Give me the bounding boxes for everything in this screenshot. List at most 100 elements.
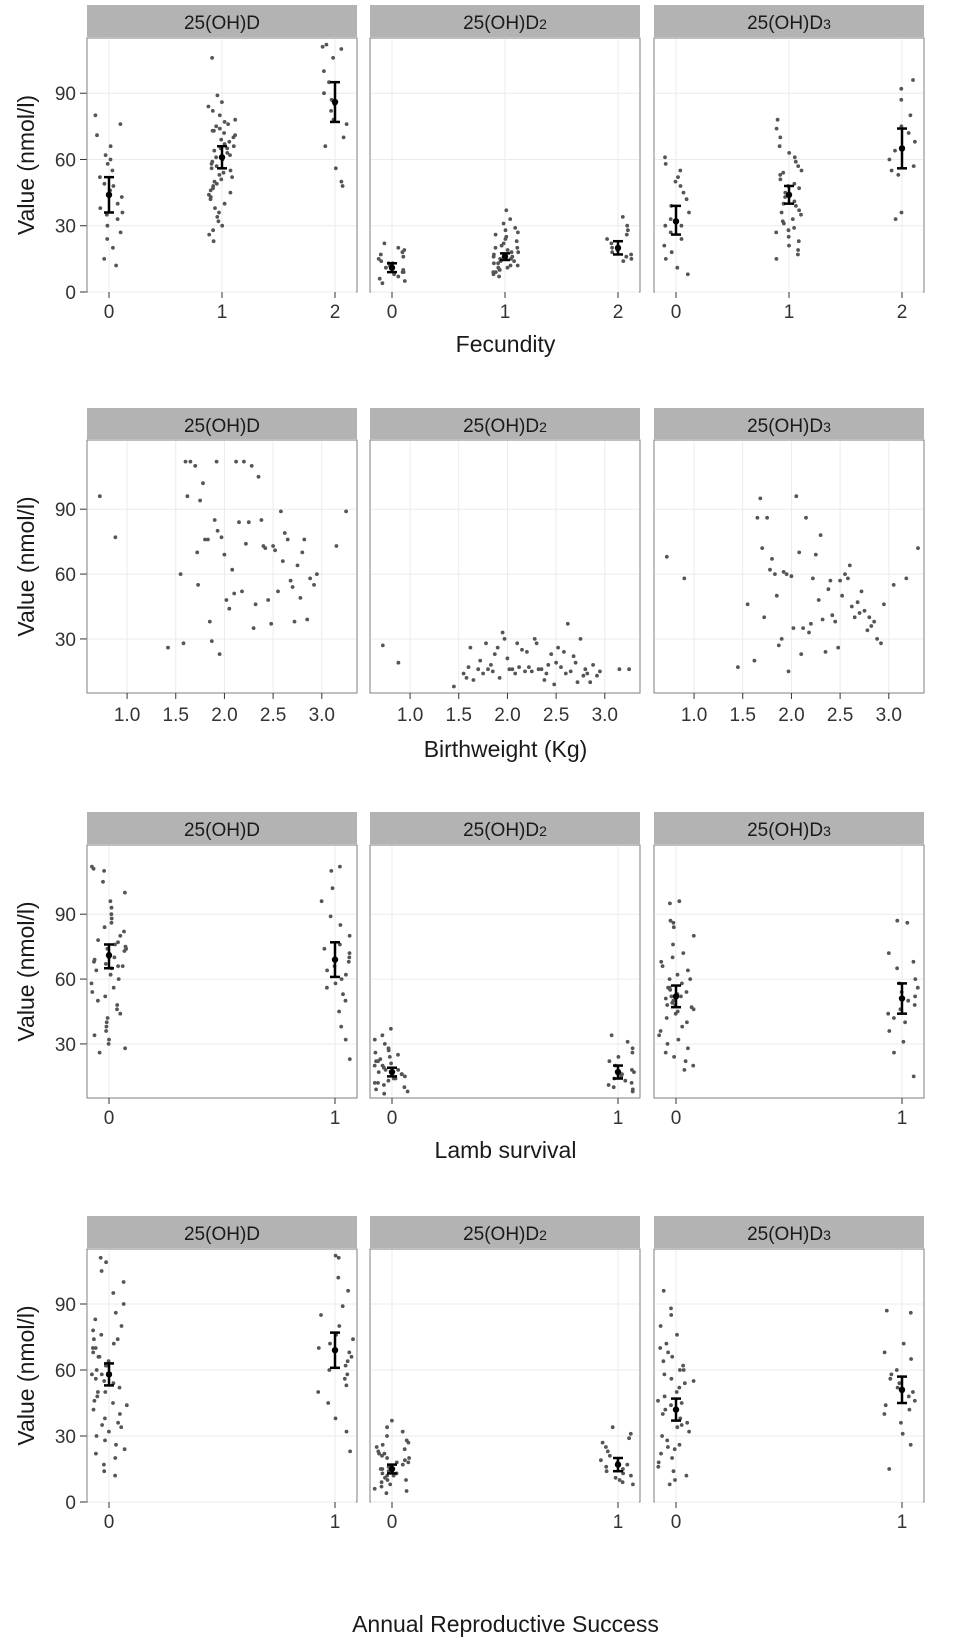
data-point xyxy=(345,1359,350,1364)
data-point xyxy=(111,1341,116,1346)
x-tick-label: 0 xyxy=(387,302,398,323)
data-point xyxy=(678,184,683,188)
x-tick-label: 0 xyxy=(104,302,115,323)
data-point xyxy=(214,459,219,464)
data-point xyxy=(787,151,792,155)
data-point xyxy=(882,1412,887,1416)
facet-label-base: 25(OH)D xyxy=(747,416,823,437)
mean-point xyxy=(388,264,396,271)
data-point xyxy=(662,1394,667,1399)
data-point xyxy=(220,223,225,228)
data-point xyxy=(629,1473,633,1478)
data-point xyxy=(673,1011,678,1016)
data-point xyxy=(116,1420,120,1425)
data-point xyxy=(316,1390,321,1394)
data-point xyxy=(503,237,508,241)
data-point xyxy=(102,1462,106,1467)
data-point xyxy=(104,1029,108,1033)
data-point xyxy=(671,925,676,930)
data-point xyxy=(210,109,215,113)
data-point xyxy=(895,966,899,971)
data-point xyxy=(103,994,108,999)
data-point xyxy=(221,170,226,175)
data-point xyxy=(912,1003,917,1007)
data-point xyxy=(237,520,241,525)
data-point xyxy=(351,1337,355,1342)
data-point xyxy=(402,279,407,283)
data-point xyxy=(400,1072,404,1077)
data-point xyxy=(198,498,203,503)
facet-strip-label: 25(OH)D xyxy=(184,820,260,841)
facet-label-subscript: 3 xyxy=(823,823,831,839)
panel-1-2: 25(OH)D20 1 2 xyxy=(369,5,641,323)
data-point xyxy=(793,159,798,164)
data-point xyxy=(583,667,588,672)
x-tick-label: 2.5 xyxy=(827,705,853,726)
data-point xyxy=(869,624,874,628)
facet-label-base: 25(OH)D xyxy=(463,1224,539,1245)
x-tick-label: 1 xyxy=(330,1512,341,1533)
data-point xyxy=(617,667,622,672)
data-point xyxy=(605,1449,610,1454)
data-point xyxy=(685,1420,690,1425)
data-point xyxy=(91,1407,96,1412)
data-point xyxy=(222,131,227,135)
x-tick-label: 1 xyxy=(897,1512,908,1533)
data-point xyxy=(89,981,94,986)
data-point xyxy=(404,1478,408,1482)
data-point xyxy=(466,665,471,669)
data-point xyxy=(895,1385,900,1390)
data-point xyxy=(840,593,844,598)
data-point xyxy=(513,226,518,230)
data-point xyxy=(102,1469,107,1474)
data-point xyxy=(675,972,680,977)
data-point xyxy=(760,546,765,550)
data-point xyxy=(774,593,779,598)
panel-4-3: 25(OH)D3 0 1 xyxy=(653,1216,925,1533)
data-point xyxy=(516,230,520,235)
data-point xyxy=(343,1363,348,1368)
data-point xyxy=(657,1033,661,1038)
data-point xyxy=(681,951,686,955)
data-point xyxy=(385,1478,390,1482)
data-point xyxy=(94,1451,98,1456)
data-point xyxy=(212,518,217,522)
data-point xyxy=(103,962,108,966)
panel-background xyxy=(86,439,358,694)
data-point xyxy=(512,259,516,263)
data-point xyxy=(625,1039,630,1044)
facet-label-base: 25(OH)D xyxy=(463,416,539,437)
data-point xyxy=(91,1346,95,1350)
x-tick-label: 3.0 xyxy=(876,705,902,726)
y-tick-label: 60 xyxy=(55,150,76,171)
data-point xyxy=(382,1091,387,1096)
data-point xyxy=(211,239,216,244)
facet-strip xyxy=(654,812,924,844)
data-point xyxy=(228,190,233,195)
data-point xyxy=(280,559,285,563)
data-point xyxy=(98,206,103,211)
data-point xyxy=(322,946,327,951)
data-point xyxy=(804,515,808,520)
data-point xyxy=(507,667,512,672)
mean-point xyxy=(672,218,680,225)
data-point xyxy=(227,606,232,611)
data-point xyxy=(113,535,118,540)
data-point xyxy=(765,515,769,520)
data-point xyxy=(110,168,115,173)
data-point xyxy=(92,1398,97,1403)
data-point xyxy=(608,1453,612,1458)
data-point xyxy=(515,245,520,250)
data-point xyxy=(884,1308,889,1313)
mean-point xyxy=(105,1371,113,1378)
data-point xyxy=(534,641,539,646)
data-point xyxy=(911,164,916,169)
data-point xyxy=(230,175,235,180)
mean-point xyxy=(898,1386,906,1394)
panel-background xyxy=(653,844,925,1099)
y-tick-label: 90 xyxy=(55,1295,76,1316)
data-point xyxy=(385,1434,389,1438)
data-point xyxy=(396,660,401,665)
data-point xyxy=(382,1451,387,1456)
data-point xyxy=(774,257,779,261)
